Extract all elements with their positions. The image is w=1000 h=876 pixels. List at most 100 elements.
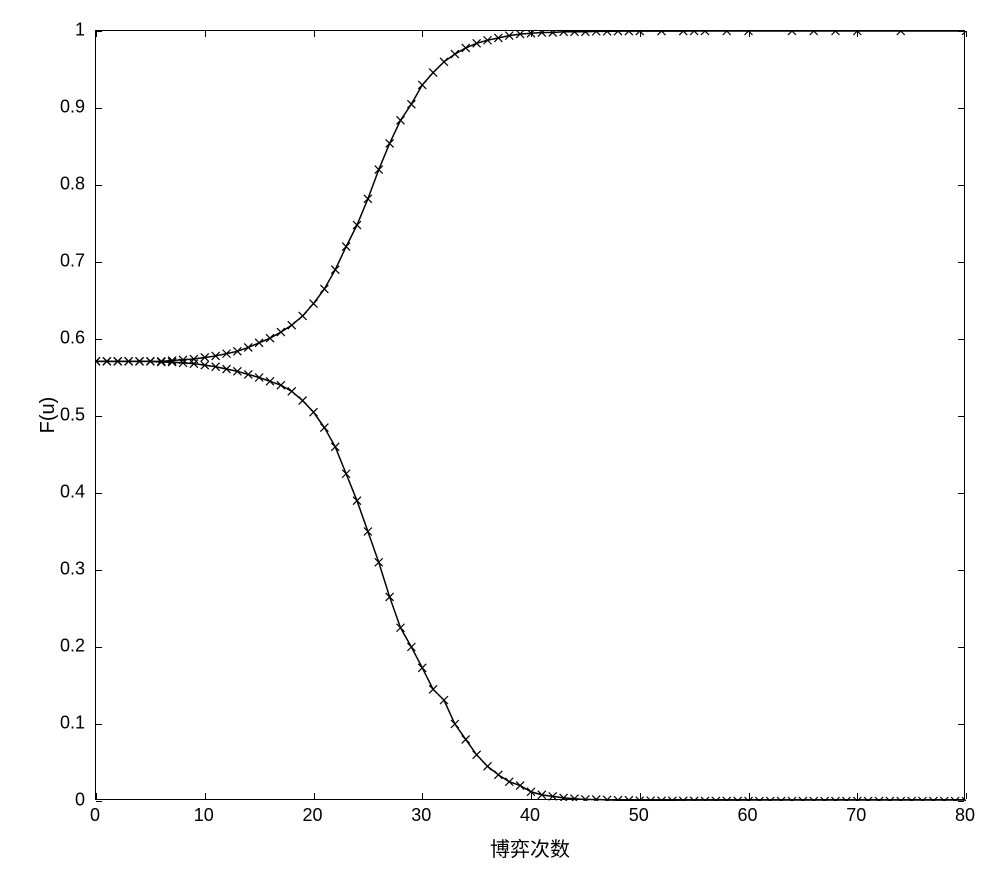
y-tick-label: 0.7 [35, 251, 85, 272]
marker-x [299, 312, 307, 320]
x-tick-mark [857, 793, 858, 799]
marker-x [418, 81, 426, 89]
x-tick-mark [314, 31, 315, 37]
x-tick-mark [314, 793, 315, 799]
marker-x [429, 685, 437, 693]
y-tick-mark [958, 108, 964, 109]
y-tick-label: 1 [35, 20, 85, 41]
x-tick-label: 50 [629, 805, 649, 826]
x-tick-mark [640, 793, 641, 799]
marker-x [484, 762, 492, 770]
marker-x [397, 116, 405, 124]
marker-x [451, 50, 459, 58]
marker-x [375, 558, 383, 566]
y-tick-label: 0.9 [35, 97, 85, 118]
y-tick-mark [958, 724, 964, 725]
marker-x [516, 782, 524, 790]
series-line-upper [96, 31, 966, 361]
marker-x [277, 381, 285, 389]
y-tick-label: 0.2 [35, 636, 85, 657]
y-tick-mark [958, 801, 964, 802]
x-tick-mark [531, 793, 532, 799]
x-tick-mark [531, 31, 532, 37]
marker-x [407, 643, 415, 651]
marker-x [320, 285, 328, 293]
x-tick-label: 40 [520, 805, 540, 826]
x-tick-mark [966, 31, 967, 37]
x-tick-label: 60 [737, 805, 757, 826]
marker-x [407, 100, 415, 108]
x-tick-mark [749, 31, 750, 37]
y-tick-mark [96, 262, 102, 263]
y-tick-label: 0.5 [35, 405, 85, 426]
marker-x [462, 44, 470, 52]
x-tick-mark [640, 31, 641, 37]
y-tick-mark [96, 339, 102, 340]
y-tick-mark [96, 493, 102, 494]
x-tick-mark [422, 793, 423, 799]
y-tick-label: 0.1 [35, 713, 85, 734]
y-tick-mark [96, 185, 102, 186]
marker-x [440, 58, 448, 66]
marker-x [342, 470, 350, 478]
marker-x [299, 397, 307, 405]
marker-x [429, 69, 437, 77]
plot-area [95, 30, 965, 800]
y-tick-label: 0.4 [35, 482, 85, 503]
marker-x [440, 696, 448, 704]
y-tick-mark [96, 416, 102, 417]
marker-x [310, 300, 318, 308]
x-tick-label: 10 [194, 805, 214, 826]
marker-x [331, 266, 339, 274]
x-tick-mark [96, 31, 97, 37]
marker-x [364, 528, 372, 536]
y-tick-mark [958, 339, 964, 340]
marker-x [505, 778, 513, 786]
x-tick-mark [422, 31, 423, 37]
marker-x [451, 720, 459, 728]
y-tick-label: 0 [35, 790, 85, 811]
marker-x [364, 195, 372, 203]
marker-x [473, 751, 481, 759]
marker-x [375, 166, 383, 174]
x-tick-label: 20 [302, 805, 322, 826]
series-line-lower [96, 361, 966, 801]
y-tick-mark [96, 108, 102, 109]
y-tick-mark [96, 570, 102, 571]
marker-x [320, 424, 328, 432]
marker-x [342, 243, 350, 251]
x-axis-label: 博弈次数 [490, 833, 570, 862]
y-tick-mark [96, 647, 102, 648]
marker-x [255, 339, 263, 347]
marker-x [353, 497, 361, 505]
marker-x [418, 664, 426, 672]
y-tick-mark [96, 801, 102, 802]
y-tick-mark [958, 493, 964, 494]
x-tick-label: 0 [90, 805, 100, 826]
x-tick-label: 30 [411, 805, 431, 826]
marker-x [462, 735, 470, 743]
marker-x [266, 377, 274, 385]
chart-container: F(u) 博弈次数 00.10.20.30.40.50.60.70.80.910… [95, 30, 965, 800]
y-tick-mark [96, 724, 102, 725]
y-tick-mark [958, 647, 964, 648]
y-tick-label: 0.3 [35, 559, 85, 580]
x-tick-mark [749, 793, 750, 799]
marker-x [244, 370, 252, 378]
marker-x [494, 771, 502, 779]
y-tick-label: 0.6 [35, 328, 85, 349]
x-tick-mark [857, 31, 858, 37]
marker-x [288, 321, 296, 329]
marker-x [310, 408, 318, 416]
y-tick-mark [958, 262, 964, 263]
marker-x [288, 387, 296, 395]
y-tick-mark [958, 416, 964, 417]
marker-x [473, 39, 481, 47]
marker-x [277, 328, 285, 336]
marker-x [386, 593, 394, 601]
x-tick-mark [96, 793, 97, 799]
marker-x [255, 374, 263, 382]
y-tick-mark [958, 31, 964, 32]
marker-x [266, 334, 274, 342]
y-tick-mark [958, 570, 964, 571]
